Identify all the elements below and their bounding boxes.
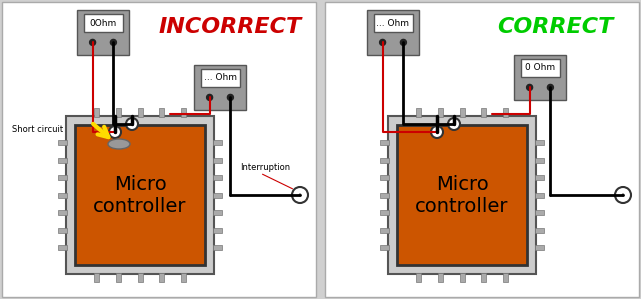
- Bar: [94, 108, 99, 117]
- Bar: [213, 140, 222, 145]
- Circle shape: [206, 94, 213, 100]
- Text: 0 Ohm: 0 Ohm: [525, 63, 555, 72]
- Text: Short circuit: Short circuit: [12, 126, 63, 135]
- Circle shape: [90, 39, 96, 45]
- Bar: [397, 125, 527, 265]
- Circle shape: [131, 123, 133, 126]
- Bar: [535, 210, 544, 215]
- Circle shape: [379, 39, 386, 45]
- Text: Micro
controller: Micro controller: [93, 175, 187, 216]
- Bar: [520, 59, 560, 77]
- Text: ... Ohm: ... Ohm: [203, 74, 237, 83]
- Bar: [201, 69, 240, 87]
- Bar: [116, 108, 121, 117]
- Bar: [438, 273, 443, 282]
- Circle shape: [401, 39, 406, 45]
- Text: INCORRECT: INCORRECT: [158, 17, 301, 37]
- Bar: [535, 140, 544, 145]
- Bar: [138, 108, 142, 117]
- Bar: [438, 108, 443, 117]
- Bar: [159, 108, 164, 117]
- Bar: [416, 273, 421, 282]
- Bar: [213, 245, 222, 250]
- Circle shape: [547, 84, 553, 90]
- Bar: [380, 228, 389, 233]
- Bar: [58, 193, 67, 198]
- Bar: [213, 193, 222, 198]
- Circle shape: [622, 193, 624, 196]
- Circle shape: [113, 130, 117, 133]
- Bar: [481, 273, 486, 282]
- Circle shape: [527, 84, 533, 90]
- Bar: [138, 273, 142, 282]
- Bar: [416, 108, 421, 117]
- Bar: [388, 116, 536, 274]
- Bar: [83, 14, 122, 32]
- Bar: [535, 245, 544, 250]
- Bar: [380, 175, 389, 180]
- Bar: [503, 108, 508, 117]
- Bar: [159, 273, 164, 282]
- Bar: [460, 273, 465, 282]
- Bar: [535, 193, 544, 198]
- Bar: [514, 55, 566, 100]
- Bar: [194, 65, 246, 110]
- Circle shape: [299, 193, 301, 196]
- Bar: [325, 2, 639, 297]
- Bar: [367, 10, 419, 55]
- Circle shape: [126, 118, 138, 130]
- Circle shape: [435, 130, 438, 133]
- Bar: [58, 175, 67, 180]
- Bar: [94, 273, 99, 282]
- Bar: [58, 158, 67, 162]
- Bar: [503, 273, 508, 282]
- Text: Interruption: Interruption: [240, 164, 290, 173]
- Bar: [213, 210, 222, 215]
- Bar: [58, 245, 67, 250]
- Bar: [535, 228, 544, 233]
- Bar: [58, 210, 67, 215]
- Bar: [75, 125, 205, 265]
- Bar: [181, 108, 186, 117]
- Circle shape: [431, 126, 443, 138]
- Bar: [380, 140, 389, 145]
- Bar: [2, 2, 316, 297]
- Circle shape: [228, 94, 233, 100]
- Bar: [481, 108, 486, 117]
- Circle shape: [453, 123, 456, 126]
- Circle shape: [292, 187, 308, 203]
- Bar: [58, 228, 67, 233]
- Bar: [77, 10, 129, 55]
- Circle shape: [109, 126, 121, 138]
- Text: 0Ohm: 0Ohm: [89, 19, 117, 28]
- Bar: [374, 14, 413, 32]
- Text: ... Ohm: ... Ohm: [376, 19, 410, 28]
- Circle shape: [615, 187, 631, 203]
- Bar: [380, 193, 389, 198]
- Circle shape: [448, 118, 460, 130]
- Bar: [213, 158, 222, 162]
- Text: Micro
controller: Micro controller: [415, 175, 509, 216]
- Bar: [380, 245, 389, 250]
- Bar: [58, 140, 67, 145]
- Text: CORRECT: CORRECT: [497, 17, 613, 37]
- Circle shape: [110, 39, 117, 45]
- Bar: [213, 228, 222, 233]
- Bar: [181, 273, 186, 282]
- Bar: [380, 210, 389, 215]
- Bar: [213, 175, 222, 180]
- Bar: [535, 175, 544, 180]
- Bar: [535, 158, 544, 162]
- Bar: [380, 158, 389, 162]
- Bar: [460, 108, 465, 117]
- Bar: [116, 273, 121, 282]
- Bar: [66, 116, 214, 274]
- Ellipse shape: [108, 139, 130, 149]
